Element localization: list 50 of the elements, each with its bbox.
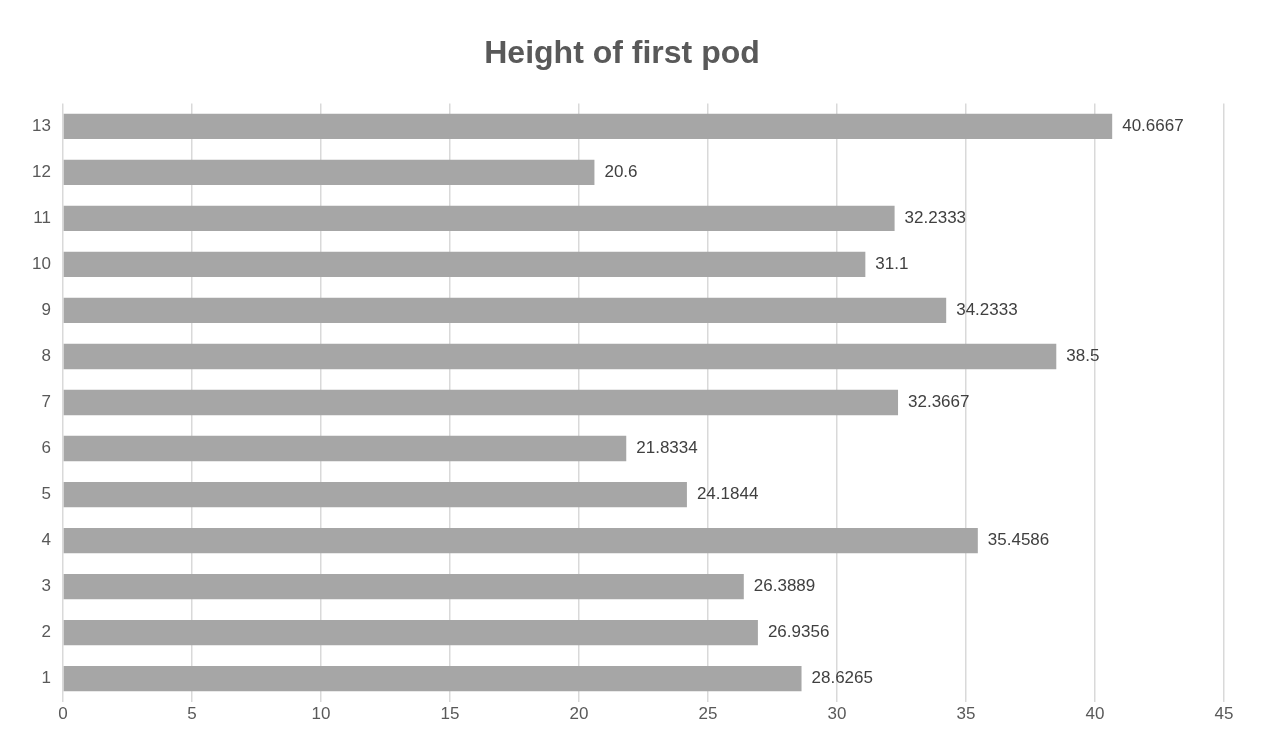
- bar: [63, 159, 595, 186]
- y-tick-label: 3: [41, 576, 51, 596]
- bar: [63, 619, 758, 646]
- x-tick-label: 0: [58, 704, 68, 724]
- data-label: 26.9356: [767, 622, 830, 642]
- y-tick-label: 9: [41, 300, 51, 320]
- data-label: 21.8334: [636, 438, 698, 458]
- bar: [63, 205, 895, 232]
- data-label: 26.3889: [753, 576, 816, 596]
- y-tick-label: 6: [41, 438, 51, 458]
- x-tick-label: 45: [1214, 704, 1234, 724]
- y-tick-label: 11: [33, 208, 51, 228]
- y-tick-label: 13: [31, 116, 51, 136]
- data-label: 40.6667: [1122, 116, 1184, 136]
- x-tick-label: 10: [311, 704, 331, 724]
- bar: [63, 665, 802, 692]
- data-label: 28.6265: [811, 668, 873, 688]
- bar: [63, 435, 627, 462]
- bar: [63, 527, 978, 554]
- y-tick-label: 12: [31, 162, 51, 182]
- data-label: 32.3667: [908, 392, 970, 412]
- bar: [63, 251, 866, 278]
- bar: [63, 113, 1113, 140]
- x-tick-label: 30: [827, 704, 847, 724]
- y-tick-label: 10: [31, 254, 51, 274]
- y-tick-label: 5: [41, 484, 51, 504]
- chart-title: Height of first pod: [484, 34, 760, 71]
- data-label: 35.4586: [987, 530, 1050, 550]
- x-tick-label: 35: [956, 704, 976, 724]
- bar: [63, 573, 744, 600]
- data-label: 31.1: [875, 254, 909, 274]
- data-label: 24.1844: [696, 484, 759, 504]
- bar: [63, 481, 687, 508]
- y-tick-label: 4: [41, 530, 51, 550]
- data-label: 34.2333: [956, 300, 1018, 320]
- x-tick-label: 15: [440, 704, 460, 724]
- y-tick-label: 2: [41, 622, 51, 642]
- bar: [63, 389, 899, 416]
- y-tick-label: 1: [41, 668, 51, 688]
- bar: [63, 343, 1057, 370]
- x-tick-label: 5: [187, 704, 197, 724]
- x-tick-label: 40: [1085, 704, 1105, 724]
- data-label: 20.6: [604, 162, 638, 182]
- x-tick-label: 25: [698, 704, 718, 724]
- data-label: 32.2333: [904, 208, 967, 228]
- bar: [63, 297, 947, 324]
- y-tick-label: 7: [41, 392, 51, 412]
- x-tick-label: 20: [569, 704, 589, 724]
- data-label: 38.5: [1066, 346, 1100, 366]
- y-tick-label: 8: [41, 346, 51, 366]
